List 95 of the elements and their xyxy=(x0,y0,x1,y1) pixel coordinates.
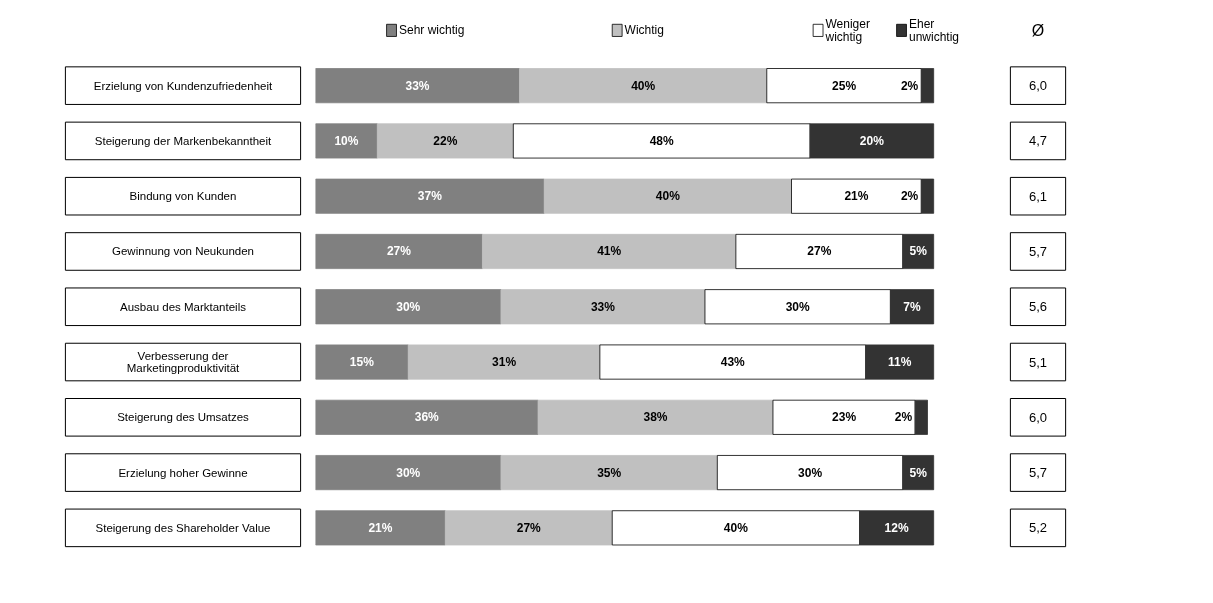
text: 5,7 xyxy=(1028,243,1048,259)
data-label: 30% xyxy=(396,299,421,314)
data-label: 23% xyxy=(832,410,857,425)
bar xyxy=(500,289,706,325)
data-label: 33% xyxy=(405,78,430,93)
data-label: 40% xyxy=(631,78,656,93)
y-tick-label: Steigerung der Markenbekanntheit xyxy=(94,134,273,147)
bar xyxy=(512,123,811,159)
bar xyxy=(315,68,520,104)
text: 5,6 xyxy=(1028,299,1048,315)
bar xyxy=(766,68,922,104)
text: 5,2 xyxy=(1028,520,1048,536)
text: 6,0 xyxy=(1028,78,1048,94)
data-label: 35% xyxy=(597,465,622,480)
legend-label: Weniger wichtig xyxy=(824,16,870,45)
data-label: 10% xyxy=(334,133,359,148)
bar xyxy=(772,399,916,435)
bar xyxy=(611,510,860,546)
bar xyxy=(376,123,514,159)
bar xyxy=(902,455,935,491)
bar xyxy=(914,399,928,435)
data-label: 5% xyxy=(909,465,928,480)
bar xyxy=(519,68,768,104)
legend-label: Wichtig xyxy=(624,23,664,38)
data-label: 21% xyxy=(844,189,869,204)
data-label: 30% xyxy=(785,299,811,314)
text: 6,1 xyxy=(1028,188,1048,204)
bar xyxy=(315,123,378,159)
bar xyxy=(407,344,601,380)
bar xyxy=(315,344,409,380)
y-tick-label: Steigerung des Shareholder Value xyxy=(95,521,271,534)
y-tick-label: Gewinnung von Neukunden xyxy=(112,245,254,258)
bar xyxy=(482,233,737,270)
text: Ø xyxy=(1031,21,1045,39)
data-label: 7% xyxy=(903,299,922,314)
data-label: 40% xyxy=(723,520,749,535)
data-label: 27% xyxy=(516,520,542,535)
data-label: 30% xyxy=(798,465,823,480)
data-label: 2% xyxy=(900,78,919,93)
bar xyxy=(865,344,935,380)
bar xyxy=(315,233,483,270)
data-label: 30% xyxy=(396,465,421,480)
data-label: 43% xyxy=(720,355,746,370)
data-label: 12% xyxy=(884,520,909,535)
bar xyxy=(902,233,935,270)
y-tick-label: Verbesserung der Marketingproduktivität xyxy=(126,350,241,374)
bar xyxy=(444,510,613,546)
data-label: 22% xyxy=(433,133,458,148)
y-tick-label: Erzielung von Kundenzufriedenheit xyxy=(93,79,273,92)
data-label: 5% xyxy=(909,244,928,259)
data-label: 11% xyxy=(888,355,912,370)
data-label: 31% xyxy=(492,355,517,370)
data-label: 27% xyxy=(386,244,412,259)
data-label: 33% xyxy=(590,299,616,314)
data-label: 21% xyxy=(368,520,393,535)
y-tick-label: Steigerung des Umsatzes xyxy=(117,411,250,424)
data-label: 20% xyxy=(859,133,885,148)
bar xyxy=(809,123,935,159)
text: 5,1 xyxy=(1028,354,1048,370)
bar xyxy=(537,399,774,435)
data-label: 38% xyxy=(643,410,668,425)
bar xyxy=(920,178,935,214)
bar xyxy=(315,178,545,214)
data-label: 2% xyxy=(894,410,913,425)
bar xyxy=(704,289,891,325)
bar xyxy=(315,399,539,435)
bar xyxy=(315,289,502,325)
data-label: 2% xyxy=(900,189,919,204)
data-label: 48% xyxy=(649,133,675,148)
bar xyxy=(859,510,935,546)
y-tick-label: Erzielung hoher Gewinne xyxy=(118,466,248,479)
legend-label: Sehr wichtig xyxy=(398,23,465,38)
data-label: 40% xyxy=(655,189,681,204)
bar xyxy=(890,289,935,325)
bar xyxy=(315,455,502,491)
data-label: 37% xyxy=(417,189,443,204)
legend-label: Eher unwichtig xyxy=(908,16,959,45)
data-label: 25% xyxy=(832,78,857,93)
text: 5,7 xyxy=(1028,465,1048,481)
bar xyxy=(500,455,718,491)
text: 4,7 xyxy=(1028,133,1048,149)
bar xyxy=(315,510,446,546)
data-label: 27% xyxy=(807,244,832,259)
bar xyxy=(543,178,792,214)
bar xyxy=(920,68,935,104)
y-tick-label: Bindung von Kunden xyxy=(129,190,237,203)
y-tick-label: Ausbau des Marktanteils xyxy=(120,300,247,313)
data-label: 41% xyxy=(597,244,622,259)
bar xyxy=(599,344,867,380)
bar xyxy=(735,233,904,270)
bar xyxy=(716,455,904,491)
bar xyxy=(791,178,922,214)
data-label: 36% xyxy=(414,410,440,425)
data-label: 15% xyxy=(349,355,375,370)
text: 6,0 xyxy=(1028,409,1048,425)
